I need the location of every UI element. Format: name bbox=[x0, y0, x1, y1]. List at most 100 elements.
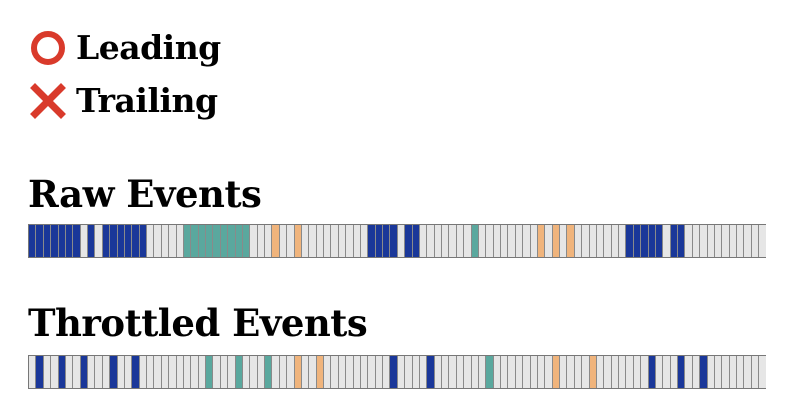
event-cell-empty bbox=[220, 356, 229, 388]
event-cell-empty bbox=[427, 225, 435, 257]
event-cell-empty bbox=[663, 225, 671, 257]
event-cell-empty bbox=[685, 225, 693, 257]
event-cell-blue bbox=[132, 225, 140, 257]
event-cell-blue bbox=[124, 225, 133, 257]
event-cell-blue bbox=[65, 225, 74, 257]
event-cell-empty bbox=[434, 356, 442, 388]
event-cell-empty bbox=[368, 356, 376, 388]
event-cell-empty bbox=[523, 356, 531, 388]
event-cell-teal bbox=[235, 225, 243, 257]
throttled-events-strip bbox=[28, 355, 766, 389]
event-cell-blue bbox=[110, 356, 118, 388]
event-cell-orange bbox=[552, 356, 560, 388]
event-cell-empty bbox=[464, 356, 472, 388]
event-cell-blue bbox=[80, 356, 88, 388]
event-cell-empty bbox=[611, 356, 619, 388]
event-cell-empty bbox=[95, 356, 103, 388]
event-cell-blue bbox=[427, 356, 435, 388]
event-cell-empty bbox=[641, 356, 649, 388]
event-cell-empty bbox=[751, 225, 760, 257]
event-cell-blue bbox=[655, 225, 664, 257]
event-cell-blue bbox=[43, 225, 52, 257]
event-cell-empty bbox=[692, 356, 701, 388]
event-cell-empty bbox=[515, 356, 524, 388]
event-cell-empty bbox=[545, 356, 553, 388]
event-cell-empty bbox=[508, 225, 516, 257]
event-cell-empty bbox=[619, 356, 627, 388]
event-cell-empty bbox=[604, 356, 612, 388]
event-cell-empty bbox=[124, 356, 133, 388]
event-cell-blue bbox=[412, 225, 420, 257]
event-cell-empty bbox=[88, 356, 96, 388]
event-cell-teal bbox=[198, 225, 206, 257]
event-cell-empty bbox=[442, 225, 450, 257]
event-cell-empty bbox=[501, 225, 509, 257]
event-cell-blue bbox=[700, 356, 708, 388]
throttled-events-heading: Throttled Events bbox=[28, 301, 368, 345]
event-cell-blue bbox=[648, 225, 656, 257]
event-cell-empty bbox=[183, 356, 192, 388]
event-cell-empty bbox=[751, 356, 760, 388]
event-cell-blue bbox=[678, 356, 686, 388]
event-cell-orange bbox=[294, 225, 302, 257]
event-cell-blue bbox=[36, 225, 44, 257]
event-cell-empty bbox=[596, 356, 605, 388]
event-cell-empty bbox=[360, 356, 369, 388]
event-cell-empty bbox=[574, 356, 583, 388]
event-cell-empty bbox=[397, 225, 406, 257]
event-cell-empty bbox=[486, 225, 494, 257]
event-cell-blue bbox=[648, 356, 656, 388]
event-cell-empty bbox=[338, 225, 347, 257]
event-cell-blue bbox=[102, 225, 111, 257]
event-cell-orange bbox=[272, 225, 280, 257]
event-cell-empty bbox=[449, 356, 457, 388]
event-cell-empty bbox=[714, 356, 723, 388]
event-cell-teal bbox=[206, 225, 214, 257]
trailing-option[interactable]: Trailing bbox=[28, 81, 218, 121]
event-cell-teal bbox=[191, 225, 199, 257]
leading-label: Leading bbox=[76, 28, 221, 67]
event-cell-empty bbox=[73, 356, 81, 388]
event-cell-teal bbox=[183, 225, 192, 257]
event-cell-empty bbox=[737, 356, 745, 388]
event-cell-empty bbox=[611, 225, 619, 257]
red-circle-icon bbox=[28, 28, 68, 68]
raw-events-heading: Raw Events bbox=[28, 172, 262, 216]
event-cell-empty bbox=[759, 356, 766, 388]
event-cell-empty bbox=[582, 225, 590, 257]
event-cell-empty bbox=[287, 356, 295, 388]
event-cell-blue bbox=[139, 225, 147, 257]
event-cell-teal bbox=[242, 225, 251, 257]
event-cell-empty bbox=[456, 356, 465, 388]
event-cell-orange bbox=[537, 225, 546, 257]
event-cell-empty bbox=[43, 356, 52, 388]
event-cell-empty bbox=[272, 356, 280, 388]
event-cell-empty bbox=[464, 225, 472, 257]
event-cell-empty bbox=[692, 225, 701, 257]
event-cell-empty bbox=[729, 225, 737, 257]
event-cell-empty bbox=[331, 225, 339, 257]
event-cell-empty bbox=[419, 225, 428, 257]
event-cell-empty bbox=[545, 225, 553, 257]
event-cell-empty bbox=[493, 356, 501, 388]
event-cell-empty bbox=[316, 225, 324, 257]
event-cell-empty bbox=[29, 356, 37, 388]
event-cell-empty bbox=[515, 225, 524, 257]
event-cell-empty bbox=[309, 356, 317, 388]
event-cell-empty bbox=[346, 356, 354, 388]
event-cell-empty bbox=[722, 356, 730, 388]
event-cell-teal bbox=[235, 356, 243, 388]
event-cell-empty bbox=[161, 356, 170, 388]
event-cell-empty bbox=[360, 225, 369, 257]
event-cell-empty bbox=[471, 356, 479, 388]
event-cell-empty bbox=[478, 225, 487, 257]
event-cell-blue bbox=[641, 225, 649, 257]
event-cell-empty bbox=[80, 225, 88, 257]
event-cell-empty bbox=[582, 356, 590, 388]
event-cell-orange bbox=[567, 225, 575, 257]
event-cell-empty bbox=[228, 356, 236, 388]
leading-option[interactable]: Leading bbox=[28, 28, 221, 68]
trailing-label: Trailing bbox=[76, 81, 218, 120]
event-cell-teal bbox=[206, 356, 214, 388]
event-cell-empty bbox=[560, 356, 568, 388]
